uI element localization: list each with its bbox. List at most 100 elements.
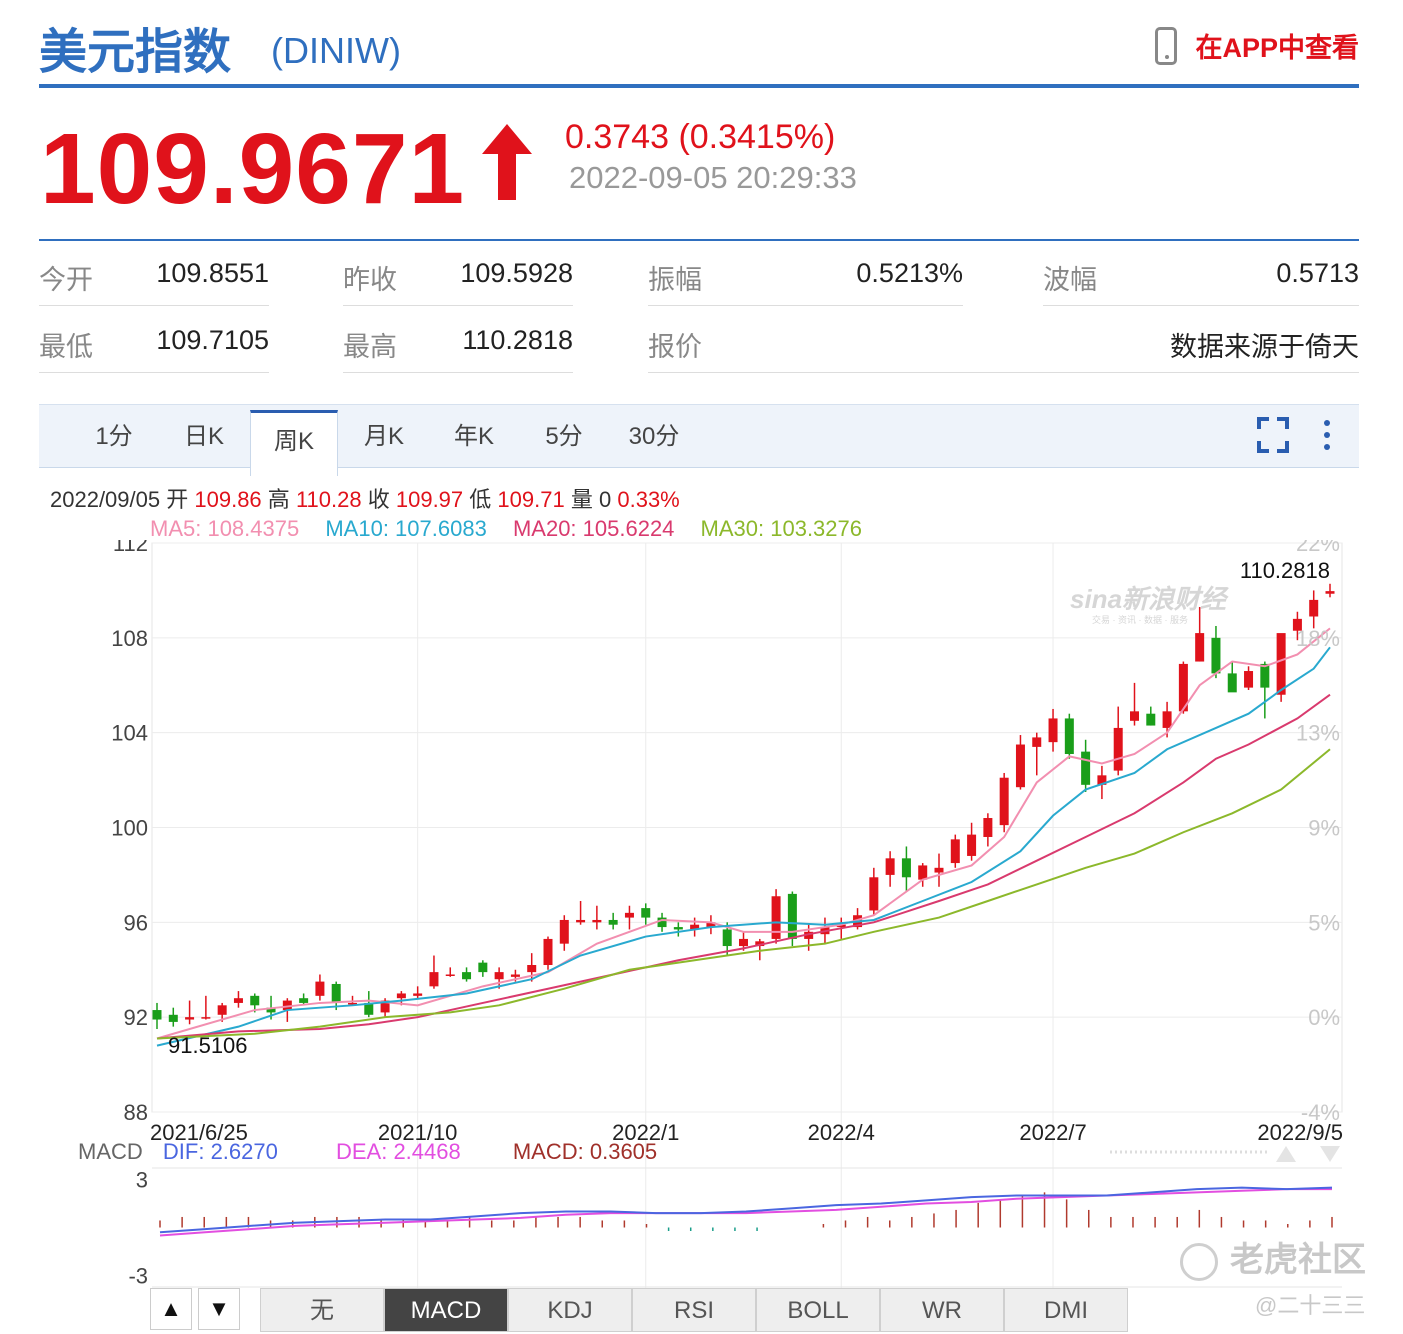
ohlc-summary: 2022/09/05 开 109.86 高 110.28 收 109.97 低 … — [50, 482, 680, 514]
ohlc-open-label: 开 — [166, 487, 189, 512]
stat-value: 109.7105 — [156, 325, 269, 355]
stat-value: 0.5713 — [1276, 258, 1359, 288]
y-tick-label: 104 — [111, 721, 148, 746]
sina-watermark-subtext: 交易 · 资讯 · 数据 · 服务 — [1092, 614, 1188, 625]
candle — [576, 919, 586, 923]
ohlc-high: 110.28 — [295, 487, 362, 512]
view-in-app-link[interactable]: 在APP中查看 — [1155, 26, 1359, 65]
tab-1min[interactable]: 1分 — [95, 423, 133, 450]
tiger-watermark-text: 老虎社区 — [1230, 1241, 1366, 1279]
y-tick-label: 96 — [124, 910, 148, 935]
candle — [1276, 633, 1286, 695]
tab-weekly[interactable]: 周K — [250, 410, 338, 476]
stat-value: 109.5928 — [460, 258, 573, 288]
ma20-legend: MA20: 105.6224 — [512, 516, 675, 541]
stat-value: 109.8551 — [156, 258, 269, 288]
candle — [233, 998, 243, 1003]
scroll-up-icon — [1276, 1146, 1296, 1162]
stat-amplitude: 振幅 0.5213% — [648, 240, 963, 306]
ohlc-close: 109.97 — [395, 487, 464, 512]
ohlc-high-label: 高 — [267, 487, 290, 512]
candle — [282, 1000, 292, 1011]
pct-tick-label: -4% — [1301, 1100, 1340, 1125]
high-annotation: 110.2818 — [1240, 558, 1330, 583]
ma-legend: MA5: 108.4375 MA10: 107.6083 MA20: 105.6… — [150, 516, 882, 542]
candle — [722, 929, 732, 947]
indicator-wr[interactable]: WR — [880, 1288, 1004, 1332]
candle — [771, 896, 781, 939]
pct-tick-label: 0% — [1308, 1005, 1340, 1030]
phone-icon — [1155, 26, 1178, 65]
stat-open: 今开 109.8551 — [39, 240, 269, 306]
pct-tick-label: 5% — [1308, 910, 1340, 935]
current-price: 109.9671 — [40, 113, 466, 225]
candle — [364, 1002, 374, 1015]
candle — [543, 938, 553, 966]
tab-daily[interactable]: 日K — [183, 423, 224, 450]
ohlc-pct: 0.33% — [617, 487, 680, 512]
stat-label: 今开 — [39, 265, 93, 295]
scroll-down-button[interactable]: ▼ — [198, 1288, 240, 1330]
y-tick-label: 100 — [111, 816, 148, 841]
tiger-watermark: 老虎社区 — [1180, 1232, 1366, 1282]
indicator-none[interactable]: 无 — [260, 1288, 384, 1332]
candle — [690, 924, 700, 930]
indicator-dmi[interactable]: DMI — [1004, 1288, 1128, 1332]
pct-tick-label: 22% — [1296, 540, 1340, 556]
candle — [559, 919, 569, 944]
indicator-kdj[interactable]: KDJ — [508, 1288, 632, 1332]
candle — [1032, 737, 1042, 747]
y-tick-label: 88 — [124, 1100, 148, 1125]
page-title: 美元指数 — [39, 26, 232, 79]
ohlc-open: 109.86 — [194, 487, 262, 512]
low-annotation: 91.5106 — [168, 1033, 248, 1058]
fullscreen-icon[interactable] — [1257, 417, 1289, 453]
x-tick-label: 2022/4 — [808, 1120, 875, 1145]
candle — [168, 1014, 178, 1022]
candle — [527, 965, 537, 973]
pct-tick-label: 13% — [1296, 721, 1340, 746]
stat-label: 最高 — [343, 332, 397, 362]
tab-30min[interactable]: 30分 — [628, 423, 680, 450]
scroll-up-button[interactable]: ▲ — [150, 1288, 192, 1330]
quote-timestamp: 2022-09-05 20:29:33 — [569, 160, 857, 195]
stat-label: 昨收 — [343, 265, 397, 295]
indicator-rsi[interactable]: RSI — [632, 1288, 756, 1332]
tab-monthly[interactable]: 月K — [363, 423, 404, 450]
x-tick-label: 2022/9/5 — [1257, 1120, 1343, 1145]
ohlc-date: 2022/09/05 — [50, 487, 161, 512]
candles — [152, 583, 1335, 1030]
macd-dif: DIF: 2.6270 — [162, 1139, 278, 1164]
stat-high: 最高 110.2818 — [343, 307, 573, 373]
tab-yearly[interactable]: 年K — [453, 423, 494, 450]
candle — [1195, 633, 1205, 662]
candle — [1325, 591, 1335, 594]
macd-y-tick: -3 — [128, 1263, 148, 1288]
candle — [413, 993, 423, 996]
candle — [624, 912, 634, 918]
candle — [1130, 711, 1139, 721]
candle — [510, 974, 520, 977]
candle — [967, 834, 977, 856]
more-icon[interactable] — [1317, 417, 1337, 453]
macd-y-tick: 3 — [136, 1168, 148, 1193]
macd-dea: DEA: 2.4468 — [335, 1139, 461, 1164]
indicator-boll[interactable]: BOLL — [756, 1288, 880, 1332]
kline-chart[interactable]: sina新浪财经 交易 · 资讯 · 数据 · 服务 112 22%108 18%1… — [0, 540, 1403, 1290]
macd-chart — [152, 1167, 1342, 1288]
y-tick-label: 92 — [124, 1005, 148, 1030]
candle — [315, 981, 325, 996]
indicator-macd[interactable]: MACD — [384, 1288, 508, 1332]
divider — [39, 239, 1359, 241]
header: 美元指数 (DINIW) 在APP中查看 — [39, 0, 1359, 88]
candle — [348, 1002, 357, 1005]
author-watermark: @二十三三 — [1255, 1293, 1366, 1318]
candle — [1162, 711, 1172, 728]
candle — [478, 962, 488, 973]
scroll-hint[interactable] — [1110, 1146, 1340, 1162]
ohlc-close-label: 收 — [367, 487, 390, 512]
instrument-code: (DINIW) — [271, 30, 401, 71]
tab-5min[interactable]: 5分 — [545, 423, 583, 450]
scroll-down-icon — [1320, 1146, 1340, 1162]
candle — [885, 858, 895, 875]
